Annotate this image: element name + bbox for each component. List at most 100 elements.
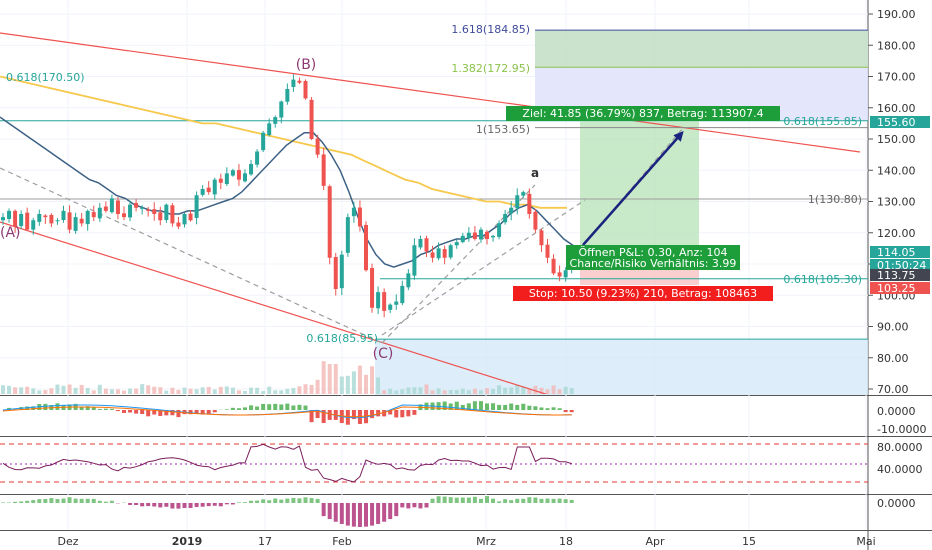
volume-bar xyxy=(539,387,544,394)
hist-bar xyxy=(376,503,381,524)
hist-bar xyxy=(97,500,102,503)
macd-bar xyxy=(128,410,133,413)
volume-bar xyxy=(164,390,169,394)
macd-bar xyxy=(97,409,102,410)
macd-bar xyxy=(230,407,235,410)
stop-label: Stop: 10.50 (9.23%) 210, Betrag: 108463 xyxy=(529,287,757,300)
hist-bar xyxy=(357,503,362,527)
hist-bar xyxy=(497,501,502,503)
hist-bar xyxy=(394,503,399,517)
candle-body xyxy=(321,154,326,186)
volume-bar xyxy=(128,388,133,394)
candle-body xyxy=(261,132,266,151)
volume-bar xyxy=(521,386,526,394)
fib-label: 1(153.65) xyxy=(476,123,530,136)
price-badge-box xyxy=(870,116,930,128)
macd-bar xyxy=(31,406,36,410)
volume-bar xyxy=(25,386,30,394)
macd-bar xyxy=(551,407,556,410)
volume-bar xyxy=(569,387,574,394)
hist-bar xyxy=(485,496,489,503)
hist-bar xyxy=(539,498,544,503)
candle-body xyxy=(491,235,496,238)
fib-labels: 1.618(184.85) 1.382(172.95) 1(153.65) 0.618… xyxy=(6,23,862,345)
macd-bar xyxy=(176,410,181,418)
time-label: 17 xyxy=(258,535,272,548)
volume-bar xyxy=(503,387,508,394)
macd-bar xyxy=(279,404,284,410)
candle-body xyxy=(61,210,66,221)
volume-bar xyxy=(194,389,199,394)
fib-label: 1.618(184.85) xyxy=(451,23,530,36)
volume-bar xyxy=(297,386,302,394)
volume-bar xyxy=(224,386,229,394)
macd-bar xyxy=(563,410,568,413)
macd-bar xyxy=(400,410,405,418)
volume-bar xyxy=(218,386,223,394)
hist-bar xyxy=(261,499,266,503)
candle-body xyxy=(37,214,42,222)
candle-body xyxy=(43,215,48,218)
volume-bar xyxy=(509,387,514,394)
hist-bar xyxy=(327,503,332,520)
fib-label: 1.382(172.95) xyxy=(451,62,530,75)
macd-bar xyxy=(194,410,199,414)
macd-bar xyxy=(79,406,84,410)
time-axis[interactable]: Dez 2019 17 Feb Mrz 18 Apr 15 Mai xyxy=(57,535,875,548)
volume-bar xyxy=(243,390,247,394)
volume-bar xyxy=(182,387,187,394)
volume-bar xyxy=(327,364,332,394)
hist-bar xyxy=(25,500,30,503)
hist-bar xyxy=(515,498,520,503)
candle-body xyxy=(472,232,477,239)
macd-bar xyxy=(212,410,217,413)
price-tick-label: 140.00 xyxy=(877,164,916,177)
volume-bar xyxy=(236,390,241,394)
candle-body xyxy=(67,212,72,230)
candle-body xyxy=(364,224,368,271)
macd-bar xyxy=(158,410,163,416)
candle-body xyxy=(448,245,453,258)
macd-bar xyxy=(164,410,169,416)
candle-body xyxy=(509,207,514,214)
volume-bar xyxy=(1,385,5,394)
price-badge-box xyxy=(870,259,930,271)
candle-body xyxy=(315,138,320,155)
volume-bar xyxy=(454,389,459,394)
hist-bar xyxy=(527,497,532,503)
indicator-tick-label: -10.0000 xyxy=(877,423,926,436)
hist-bar xyxy=(188,503,193,509)
price-badge-label: 114.05 xyxy=(877,246,916,259)
open-label-box xyxy=(566,245,740,270)
volume-bar xyxy=(152,386,157,394)
candle-body xyxy=(357,207,362,227)
candle-body xyxy=(19,214,24,227)
macd-bar xyxy=(351,410,356,420)
candle-body xyxy=(249,164,254,175)
hist-bar xyxy=(103,501,108,503)
macd-bar xyxy=(200,410,205,415)
hist-bar xyxy=(218,503,223,507)
volume-bar xyxy=(400,389,405,394)
candle-body xyxy=(273,117,278,124)
volume-bar xyxy=(158,387,163,394)
wave-label: a xyxy=(531,166,539,180)
volume-bar xyxy=(200,387,205,394)
hist-bar xyxy=(67,497,72,503)
candle-body xyxy=(454,242,459,246)
price-tick-label: 90.00 xyxy=(877,321,909,334)
hist-bar xyxy=(43,498,48,503)
hist-bar xyxy=(279,499,284,503)
candle-body xyxy=(406,273,411,288)
volume-bar xyxy=(382,390,387,394)
price-axis[interactable]: 70.0080.0090.00100.00110.00120.00130.001… xyxy=(868,8,916,396)
hist-bar xyxy=(61,498,66,503)
fib-label: 0.618(85.95) xyxy=(306,332,378,345)
volume-bar xyxy=(109,389,114,394)
hist-bar xyxy=(569,499,574,503)
hist-bar xyxy=(55,499,60,503)
volume-bar xyxy=(140,384,145,394)
volume-bar xyxy=(557,389,562,394)
